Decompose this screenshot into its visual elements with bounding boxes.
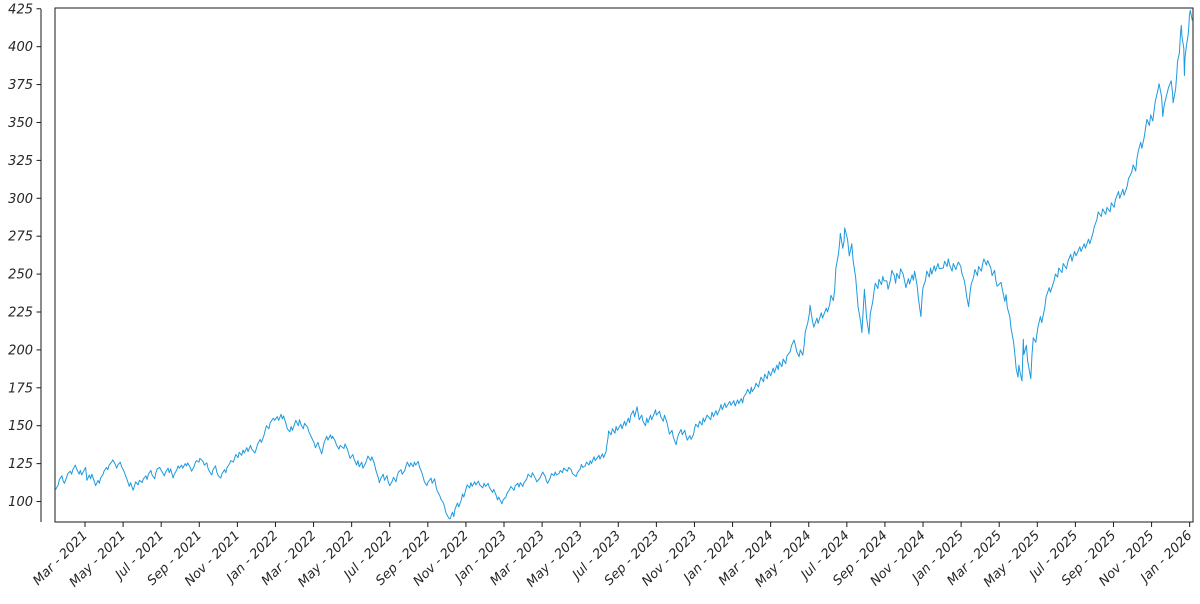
series-line	[55, 9, 1193, 520]
y-tick-label: 425	[8, 2, 33, 17]
plot-border	[54, 7, 1194, 523]
y-tick-label: 225	[8, 306, 33, 321]
y-tick-label: 175	[8, 381, 33, 396]
y-tick-label: 200	[8, 343, 33, 358]
y-tick-label: 350	[8, 116, 33, 131]
y-tick-label: 150	[8, 419, 33, 434]
y-tick-label: 375	[8, 78, 33, 93]
y-tick-label: 325	[8, 154, 33, 169]
y-tick-label: 275	[8, 230, 33, 245]
y-tick-label: 125	[8, 457, 33, 472]
y-tick-label: 100	[8, 495, 33, 510]
y-tick-label: 250	[8, 268, 33, 283]
y-tick-label: 300	[8, 192, 33, 207]
y-tick-label: 400	[8, 40, 33, 55]
